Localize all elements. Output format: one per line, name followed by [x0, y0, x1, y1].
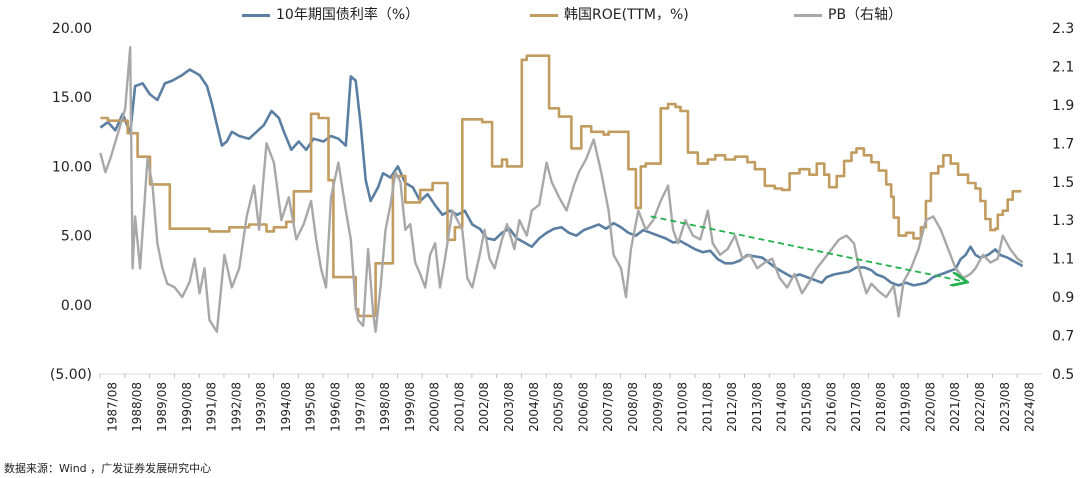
x-tick-label: 2021/08: [948, 382, 962, 432]
y-right-tick-label: 1.9: [1052, 98, 1074, 114]
y-right-tick-label: 2.3: [1052, 21, 1074, 37]
legend-label-bond: 10年期国债利率（%）: [276, 7, 420, 23]
x-tick-label: 1999/08: [403, 382, 417, 432]
x-tick-label: 2007/08: [601, 382, 615, 432]
y-right-tick-label: 2.1: [1052, 59, 1074, 75]
y-right-tick-label: 1.3: [1052, 213, 1074, 229]
x-tick-label: 1988/08: [130, 382, 144, 432]
x-tick-label: 2001/08: [452, 382, 466, 432]
x-tick-label: 2008/08: [626, 382, 640, 432]
x-tick-label: 2016/08: [824, 382, 838, 432]
legend-item-bond: 10年期国债利率（%）: [242, 4, 419, 24]
x-tick-label: 2011/08: [700, 382, 714, 432]
x-tick-label: 2023/08: [998, 382, 1012, 432]
y-left-tick-label: 15.00: [52, 90, 92, 106]
x-tick-label: 2013/08: [750, 382, 764, 432]
x-tick-label: 2022/08: [973, 382, 987, 432]
x-tick-label: 1998/08: [378, 382, 392, 432]
y-right-tick-label: 0.7: [1052, 329, 1074, 345]
x-tick-label: 1990/08: [180, 382, 194, 432]
x-tick-label: 1994/08: [279, 382, 293, 432]
x-tick-label: 2004/08: [527, 382, 541, 432]
x-tick-label: 2003/08: [502, 382, 516, 432]
legend-label-pb: PB（右轴）: [828, 7, 903, 23]
y-right-tick-label: 1.1: [1052, 252, 1074, 268]
x-tick-label: 2002/08: [477, 382, 491, 432]
series-line-pb: [99, 46, 1024, 333]
x-tick-label: 2018/08: [874, 382, 888, 432]
legend-item-pb: PB（右轴）: [794, 4, 902, 24]
x-tick-label: 1992/08: [229, 382, 243, 432]
legend-swatch-bond: [242, 13, 270, 17]
x-tick-label: 1989/08: [155, 382, 169, 432]
y-left-tick-label: 0.00: [61, 298, 92, 314]
legend-swatch-roe: [530, 13, 558, 17]
x-tick-label: 1997/08: [353, 382, 367, 432]
legend-item-roe: 韩国ROE(TTM，%): [530, 4, 689, 24]
source-note: 数据来源：Wind ，广发证券发展研究中心: [4, 462, 212, 475]
x-tick-label: 2010/08: [676, 382, 690, 432]
x-tick-label: 2000/08: [428, 382, 442, 432]
trend-arrow: [650, 215, 966, 281]
y-left-tick-label: (5.00): [50, 367, 92, 383]
x-tick-label: 1996/08: [329, 382, 343, 432]
legend: 10年期国债利率（%） 韩国ROE(TTM，%) PB（右轴）: [0, 2, 1080, 24]
series-line-bond-yield: [99, 68, 1024, 287]
y-left-tick-label: 5.00: [61, 229, 92, 245]
x-tick-label: 2012/08: [725, 382, 739, 432]
x-tick-label: 2009/08: [651, 382, 665, 432]
y-right-tick-label: 1.5: [1052, 175, 1074, 191]
y-right-tick-label: 1.7: [1052, 136, 1074, 152]
x-tick-label: 2024/08: [1023, 382, 1037, 432]
x-tick-label: 2015/08: [800, 382, 814, 432]
x-tick-label: 1995/08: [304, 382, 318, 432]
x-tick-label: 1987/08: [105, 382, 119, 432]
x-tick-label: 2005/08: [552, 382, 566, 432]
x-tick-label: 2017/08: [849, 382, 863, 432]
x-tick-label: 2006/08: [576, 382, 590, 432]
y-left-tick-label: 10.00: [52, 159, 92, 175]
x-tick-label: 2019/08: [899, 382, 913, 432]
x-tick-label: 1993/08: [254, 382, 268, 432]
legend-swatch-pb: [794, 13, 822, 17]
y-right-tick-label: 0.5: [1052, 367, 1074, 383]
legend-label-roe: 韩国ROE(TTM，%): [564, 7, 689, 23]
series-line-roe: [100, 54, 1022, 318]
x-tick-label: 2020/08: [923, 382, 937, 432]
y-left-tick-label: 20.00: [52, 21, 92, 37]
x-tick-label: 1991/08: [205, 382, 219, 432]
y-right-tick-label: 0.9: [1052, 290, 1074, 306]
x-tick-label: 2014/08: [775, 382, 789, 432]
